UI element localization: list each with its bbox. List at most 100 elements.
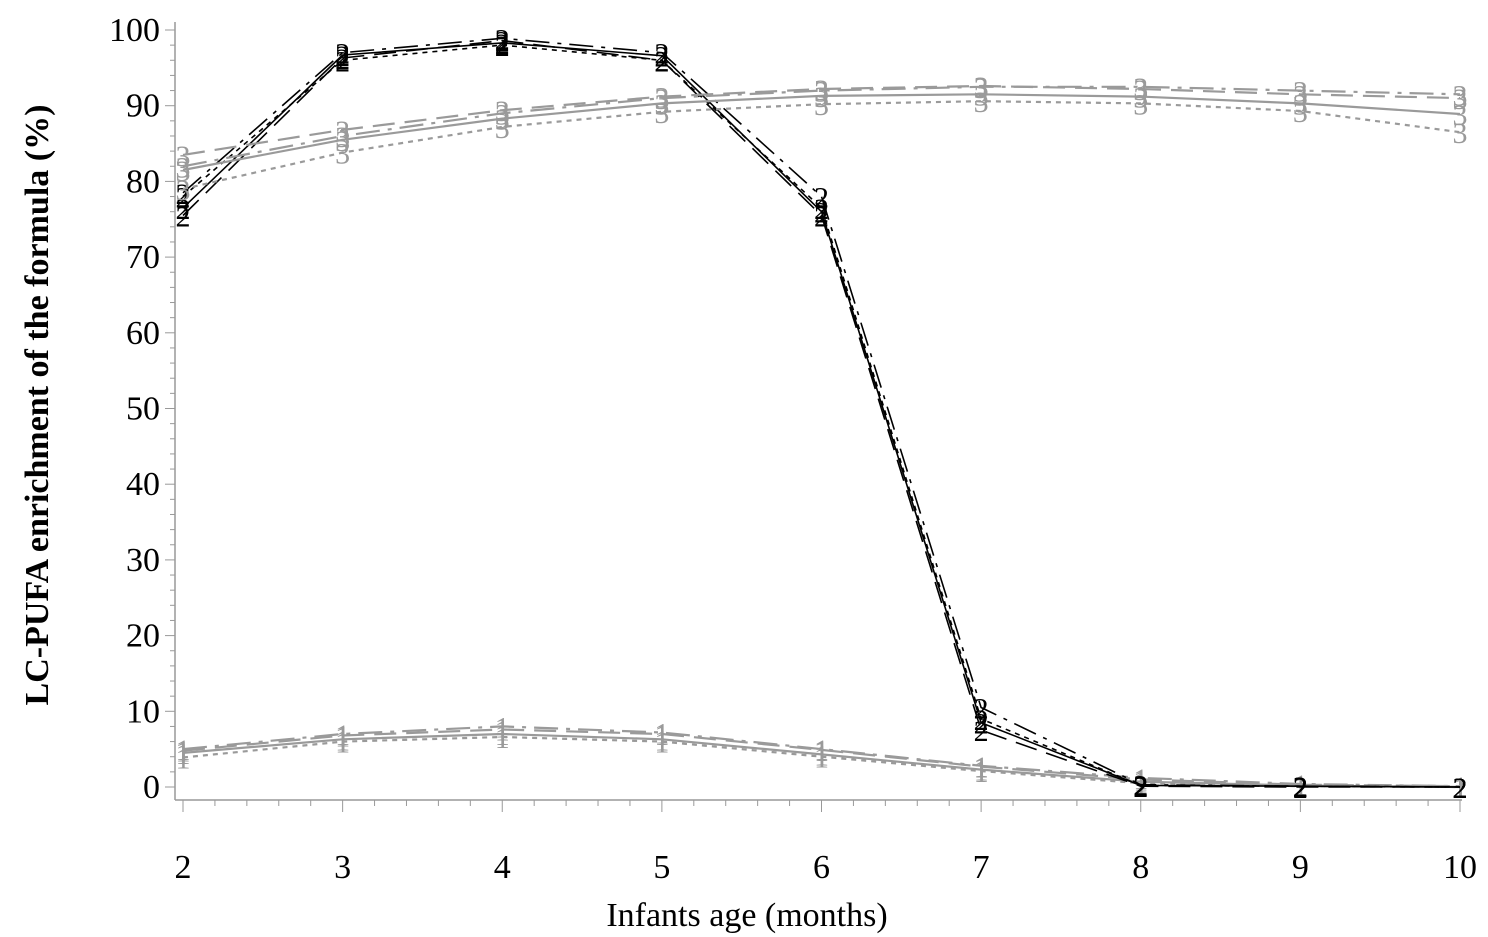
y-tick-label: 90 bbox=[126, 88, 160, 125]
data-point-marker: 3 bbox=[495, 112, 510, 145]
data-point-marker: 2 bbox=[1293, 771, 1308, 804]
y-tick-label: 20 bbox=[126, 618, 160, 655]
data-point-marker: 3 bbox=[1293, 79, 1308, 112]
data-point-marker: 3 bbox=[814, 89, 829, 122]
series-line bbox=[182, 93, 1461, 172]
data-point-marker: 3 bbox=[1293, 96, 1308, 129]
data-point-marker: 2 bbox=[1293, 772, 1308, 805]
y-axis-title: LC-PUFA enrichment of the formula (%) bbox=[19, 105, 56, 706]
data-point-marker: 2 bbox=[654, 38, 669, 71]
y-tick-label: 80 bbox=[126, 163, 160, 200]
data-point-marker: 3 bbox=[974, 72, 989, 105]
data-point-marker: 2 bbox=[335, 43, 350, 76]
y-tick-label: 0 bbox=[143, 769, 160, 806]
data-point-marker: 2 bbox=[335, 45, 350, 78]
data-point-marker: 3 bbox=[1453, 79, 1468, 112]
series-line bbox=[182, 39, 1460, 788]
data-point-marker: 3 bbox=[335, 115, 350, 148]
data-point-marker: 3 bbox=[654, 83, 669, 116]
x-axis-title: Infants age (months) bbox=[606, 897, 887, 934]
series-group: 1 1 1 1 1 1 1 1 11 1 1 1 11 1 1 11 1 1 1 1 1 1 1 11 1 1 111 1 1 122 2 2… bbox=[176, 23, 1468, 805]
data-point-marker: 1 bbox=[1453, 772, 1468, 805]
data-point-marker: 2 bbox=[654, 45, 669, 78]
data-point-marker: 2 bbox=[974, 715, 989, 748]
y-tick-label: 40 bbox=[126, 466, 160, 503]
data-point-marker: 3 bbox=[1453, 99, 1468, 132]
y-tick-label: 10 bbox=[126, 693, 160, 730]
data-point-marker: 2 bbox=[176, 200, 191, 233]
data-point-marker: 1 bbox=[974, 752, 989, 785]
series-line bbox=[182, 732, 1461, 789]
data-point-marker: 3 bbox=[974, 86, 989, 119]
series-11: 333 3 3 3 3 33 bbox=[176, 86, 1468, 207]
data-point-marker: 3 bbox=[176, 155, 191, 188]
data-point-marker: 2 bbox=[335, 40, 350, 73]
data-point-marker: 2 bbox=[974, 704, 989, 737]
data-point-marker: 2 bbox=[1133, 770, 1148, 803]
x-tick-label: 10 bbox=[1443, 849, 1477, 886]
data-point-marker: 1 bbox=[1133, 763, 1148, 796]
data-point-marker: 1 bbox=[1133, 764, 1148, 797]
y-tick-label: 60 bbox=[126, 315, 160, 352]
data-point-marker: 2 bbox=[814, 182, 829, 215]
y-tick-label: 50 bbox=[126, 391, 160, 428]
data-point-marker: 3 bbox=[495, 95, 510, 128]
y-tick-label: 30 bbox=[126, 542, 160, 579]
x-tick-label: 3 bbox=[334, 849, 351, 886]
series-line bbox=[182, 37, 1461, 788]
data-point-marker: 1 bbox=[654, 727, 669, 760]
data-point-marker: 1 bbox=[814, 742, 829, 775]
x-tick-label: 2 bbox=[175, 849, 192, 886]
series-line bbox=[182, 44, 1461, 788]
data-point-marker: 3 bbox=[495, 98, 510, 131]
data-point-marker: 1 bbox=[176, 736, 191, 769]
series-line bbox=[182, 100, 1461, 191]
data-point-marker: 3 bbox=[814, 76, 829, 109]
series-line bbox=[182, 42, 1461, 788]
x-tick-label: 7 bbox=[973, 849, 990, 886]
data-point-marker: 2 bbox=[814, 193, 829, 226]
data-point-marker: 1 bbox=[495, 714, 510, 747]
data-point-marker: 1 bbox=[654, 724, 669, 757]
series-9: 333 3 3 3 3 3 3 bbox=[176, 79, 1468, 188]
data-point-marker: 2 bbox=[176, 178, 191, 211]
series-line bbox=[182, 725, 1461, 788]
data-point-marker: 2 bbox=[1133, 771, 1148, 804]
data-point-marker: 2 bbox=[1453, 772, 1468, 805]
series-line bbox=[182, 85, 1461, 168]
x-tick-label: 8 bbox=[1132, 849, 1149, 886]
data-point-marker: 1 bbox=[495, 722, 510, 755]
data-point-marker: 3 bbox=[1133, 74, 1148, 107]
data-point-marker: 2 bbox=[1293, 771, 1308, 804]
data-point-marker: 1 bbox=[654, 717, 669, 750]
data-point-marker: 2 bbox=[495, 26, 510, 59]
data-point-marker: 2 bbox=[1453, 772, 1468, 805]
series-4: 1 1 1 111 1 1 1 bbox=[176, 711, 1468, 804]
data-point-marker: 2 bbox=[654, 41, 669, 74]
data-point-marker: 2 bbox=[1133, 770, 1148, 803]
data-point-marker: 2 bbox=[974, 693, 989, 726]
data-point-marker: 3 bbox=[176, 151, 191, 184]
y-tick-label: 70 bbox=[126, 239, 160, 276]
y-tick-label: 100 bbox=[109, 12, 160, 49]
data-point-marker: 3 bbox=[1133, 72, 1148, 105]
data-point-marker: 3 bbox=[335, 138, 350, 171]
data-point-marker: 1 bbox=[654, 719, 669, 752]
series-line bbox=[182, 735, 1461, 789]
data-point-marker: 1 bbox=[335, 721, 350, 754]
data-point-marker: 3 bbox=[814, 74, 829, 107]
data-point-marker: 3 bbox=[176, 174, 191, 207]
data-point-marker: 2 bbox=[654, 45, 669, 78]
x-tick-label: 5 bbox=[653, 849, 670, 886]
data-point-marker: 2 bbox=[335, 38, 350, 71]
data-point-marker: 1 bbox=[176, 742, 191, 775]
data-point-marker: 1 bbox=[176, 738, 191, 771]
data-point-marker: 3 bbox=[1133, 88, 1148, 121]
data-point-marker: 3 bbox=[654, 97, 669, 130]
data-point-marker: 1 bbox=[1453, 772, 1468, 805]
data-point-marker: 3 bbox=[1453, 83, 1468, 116]
